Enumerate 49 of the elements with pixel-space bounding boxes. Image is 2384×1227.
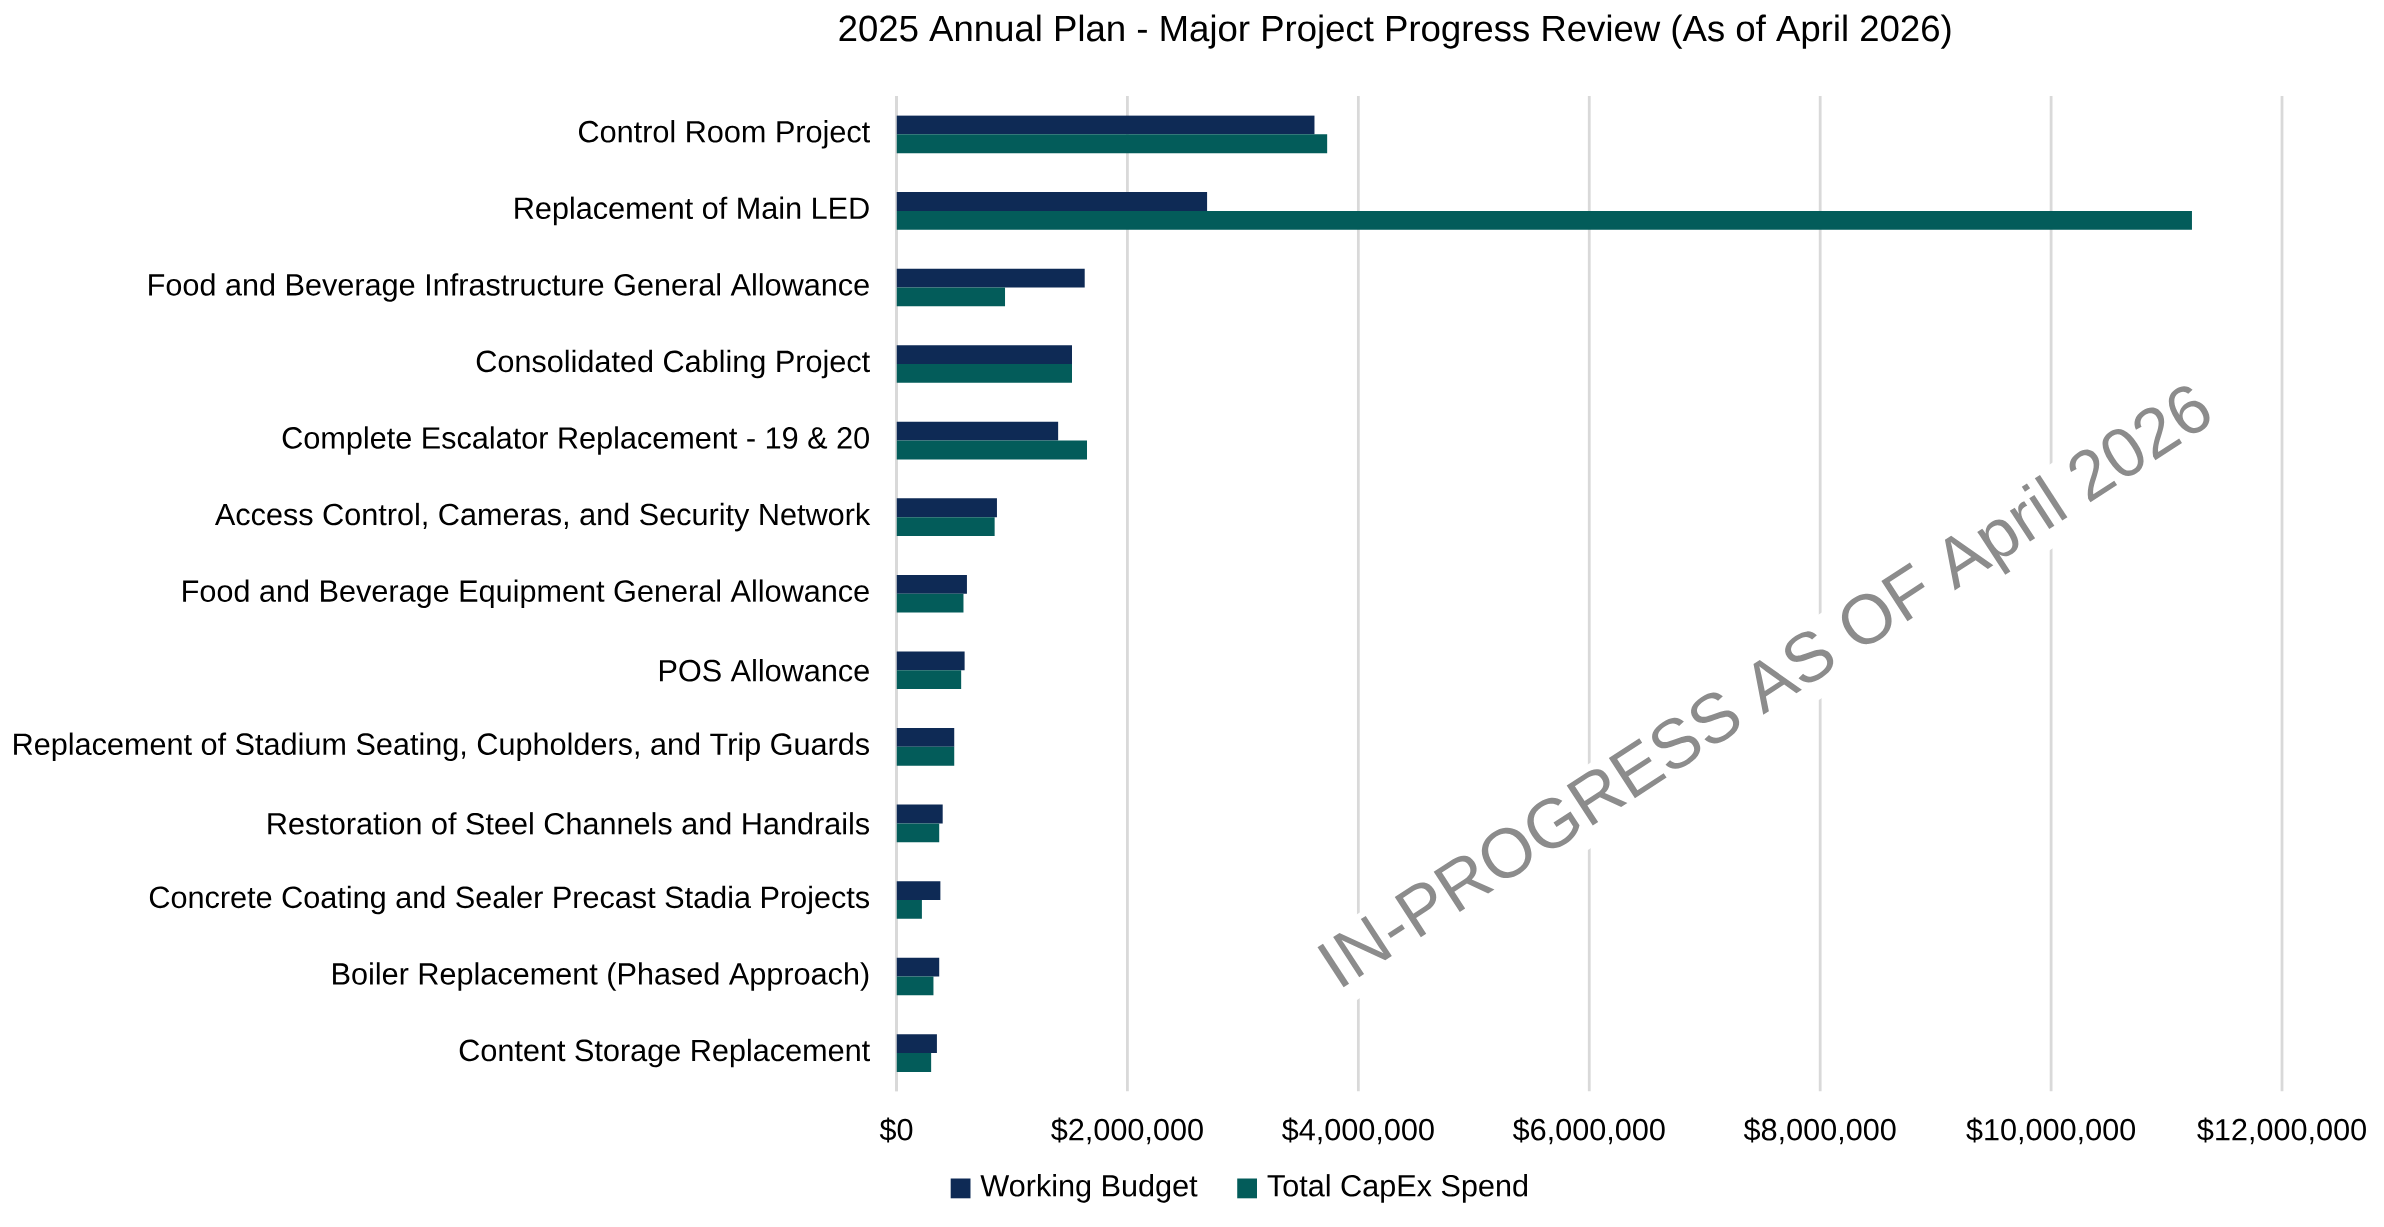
legend-label: Working Budget <box>980 1174 1198 1203</box>
bar <box>896 574 967 594</box>
y-tick-label: Replacement of Main LED <box>515 196 869 226</box>
bar <box>896 728 955 747</box>
bar <box>896 804 943 824</box>
bar <box>896 115 1315 135</box>
y-tick-label: Complete Escalator Replacement - 19 & 20 <box>282 426 869 455</box>
bar <box>896 899 922 919</box>
bar <box>896 1053 932 1072</box>
bar <box>896 881 941 900</box>
y-tick-label: Access Control, Cameras, and Security Network <box>214 502 871 532</box>
legend-label: Total CapEx Spend <box>1267 1174 1528 1203</box>
y-tick-label: Food and Beverage Infrastructure General Allowance <box>149 273 869 302</box>
x-tick-label: $6,000,000 <box>1512 1117 1665 1145</box>
bar <box>896 517 995 536</box>
chart-title: 2025 Annual Plan - Major Project Progress Review (As of April 2026) <box>839 14 1951 49</box>
x-tick-label: $4,000,000 <box>1282 1117 1434 1145</box>
y-tick-label: Control Room Project <box>579 120 870 149</box>
y-tick-label: Concrete Coating and Sealer Precast Stadia Projects <box>149 885 870 915</box>
y-tick-label: Replacement of Stadium Seating, Cupholders, and Trip Guards <box>14 732 870 762</box>
y-tick-label: POS Allowance <box>659 658 869 682</box>
x-tick-label: $12,000,000 <box>2197 1117 2366 1145</box>
x-tick-label: $2,000,000 <box>1051 1117 1203 1145</box>
bar <box>896 746 955 766</box>
y-tick-label: Boiler Replacement (Phased Approach) <box>333 962 869 991</box>
bar <box>896 498 997 518</box>
bar <box>896 268 1085 288</box>
y-tick-label: Consolidated Cabling Project <box>476 349 870 379</box>
bar <box>896 976 934 996</box>
bar <box>896 957 940 977</box>
y-tick-label: Food and Beverage Equipment General Allowance <box>183 579 869 608</box>
bar <box>896 1034 937 1054</box>
y-tick-label: Restoration of Steel Channels and Handrails <box>268 812 870 835</box>
bar <box>896 421 1059 441</box>
bar <box>896 134 1328 154</box>
bar <box>896 364 1072 383</box>
bar <box>896 823 940 843</box>
bar <box>896 593 964 613</box>
x-tick-label: $10,000,000 <box>1966 1117 2136 1145</box>
bar <box>896 440 1088 460</box>
bar <box>896 192 1208 211</box>
x-tick-label: $8,000,000 <box>1743 1117 1896 1145</box>
bar <box>896 345 1072 364</box>
bar <box>896 651 965 671</box>
bar <box>896 287 1006 307</box>
y-tick-label: Content Storage Replacement <box>459 1038 870 1068</box>
bar <box>896 670 962 690</box>
bar <box>896 210 2192 230</box>
x-tick-label: $0 <box>879 1117 913 1143</box>
